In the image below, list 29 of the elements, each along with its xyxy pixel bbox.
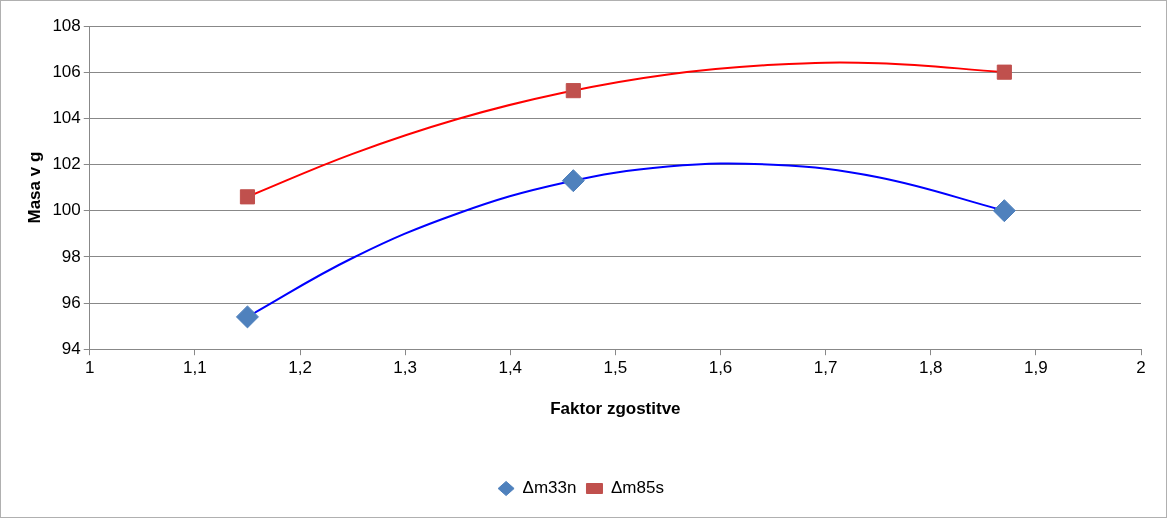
x-tick-label: 1,5 bbox=[603, 358, 628, 378]
y-tick-label: 100 bbox=[52, 200, 81, 220]
x-tick-label: 1 bbox=[85, 358, 95, 378]
y-axis-title: Masa v g bbox=[24, 151, 44, 224]
point bbox=[996, 64, 1012, 80]
y-tick-label: 104 bbox=[52, 108, 81, 128]
x-tick-label: 1,3 bbox=[393, 358, 417, 378]
point bbox=[561, 169, 585, 193]
y-tick-label: 106 bbox=[52, 61, 81, 81]
point bbox=[565, 83, 581, 99]
x-tick-label: 1,6 bbox=[708, 358, 733, 378]
x-tick-label: 1,8 bbox=[918, 358, 943, 378]
point bbox=[239, 189, 256, 205]
y-tick-label: 98 bbox=[61, 246, 81, 266]
x-tick-label: 1,2 bbox=[288, 358, 312, 378]
legend-label: Δm85s bbox=[610, 478, 664, 498]
point bbox=[235, 305, 259, 329]
point bbox=[992, 199, 1016, 223]
x-tick-label: 1,4 bbox=[498, 358, 523, 378]
x-tick-label: 2 bbox=[1136, 358, 1146, 378]
y-tick-label: 94 bbox=[61, 338, 81, 358]
x-tick-label: 1,9 bbox=[1024, 358, 1048, 378]
x-tick-label: 1,1 bbox=[183, 358, 207, 378]
x-axis-title: Faktor zgostitve bbox=[550, 399, 681, 419]
y-tick-label: 96 bbox=[61, 292, 81, 312]
y-tick-label: 108 bbox=[52, 15, 81, 35]
y-tick-label: 102 bbox=[52, 154, 81, 174]
legend-label: Δm33n bbox=[522, 478, 577, 498]
x-tick-label: 1,7 bbox=[813, 358, 838, 378]
